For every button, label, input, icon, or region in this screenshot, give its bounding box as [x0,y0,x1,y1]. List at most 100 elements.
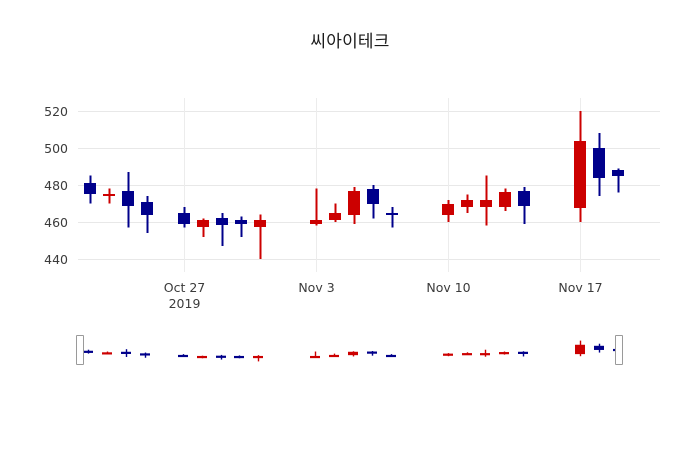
x-tick-label: Oct 27 [164,280,206,295]
mini-candle-body [462,353,472,356]
candlestick[interactable] [329,203,341,223]
mini-candlestick [518,351,528,357]
candlestick[interactable] [442,199,454,223]
mini-candle-body [234,355,244,359]
mini-candle-body [140,353,150,356]
mini-candlestick [310,351,320,359]
candle-body [103,194,115,196]
candle-body [329,213,341,220]
mini-candlestick [462,352,472,356]
candle-body [593,148,605,178]
candlestick[interactable] [310,188,322,226]
candlestick[interactable] [367,185,379,219]
candlestick[interactable] [103,188,115,204]
mini-candlestick [102,351,112,355]
candle-body [122,191,134,206]
candlestick[interactable] [254,214,266,260]
candlestick[interactable] [122,172,134,228]
candlestick[interactable] [84,175,96,204]
candle-body [442,204,454,215]
candle-body [499,192,511,207]
candlestick[interactable] [235,216,247,237]
mini-candlestick [329,353,339,358]
candlestick[interactable] [480,175,492,226]
y-tick-label: 520 [44,104,68,119]
left-range-handle[interactable] [76,335,84,365]
right-range-handle[interactable] [615,335,623,365]
y-tick-label: 500 [44,141,68,156]
candle-body [235,220,247,224]
mini-candle-body [594,345,604,350]
candle-body [348,191,360,215]
range-selector-series[interactable] [83,340,623,362]
candle-body [216,218,228,225]
mini-candle-body [121,351,131,354]
mini-candle-body [386,354,396,358]
mini-candlestick [348,351,358,357]
mini-candlestick [480,349,490,357]
mini-candlestick [140,352,150,358]
candlestick[interactable] [593,133,605,197]
chart-title: 씨아이테크 [310,32,390,52]
y-tick-label: 460 [44,215,68,230]
mini-candlestick [386,354,396,358]
y-tick-label: 440 [44,252,68,267]
mini-candle-body [367,351,377,354]
candlestick[interactable] [461,194,473,213]
candlestick[interactable] [197,218,209,237]
mini-candle-body [499,352,509,355]
candle-body [518,191,530,206]
candle-body [386,213,398,215]
candle-body [367,189,379,204]
mini-candlestick [234,355,244,359]
candlestick[interactable] [178,207,190,228]
range-selector-handles[interactable] [76,335,623,365]
candle-body [461,200,473,207]
mini-candle-body [518,351,528,354]
candle-body [141,202,153,215]
candle-series [84,110,624,260]
mini-candlestick [594,343,604,353]
grid-layer [78,98,660,272]
mini-candle-body [443,353,453,356]
candlestick[interactable] [499,188,511,211]
mini-candle-body [83,350,93,353]
mini-candle-body [575,344,585,355]
candle-body [574,141,586,208]
candle-body [612,170,624,176]
mini-candle-body [348,351,358,356]
x-tick-label: Nov 17 [558,280,602,295]
candle-body [84,183,96,194]
mini-candle-body [102,352,112,355]
x-tick-label: Nov 3 [298,280,334,295]
candle-body [310,220,322,224]
candle-body [480,200,492,207]
candle-body [178,213,190,224]
candle-body [197,220,209,227]
mini-candle-body [197,355,207,359]
candlestick[interactable] [612,168,624,193]
candle-body [254,220,266,227]
mini-candlestick [83,349,93,354]
mini-candlestick [443,353,453,357]
mini-candlestick [499,351,509,355]
mini-candlestick [121,349,131,357]
x-tick-label: Nov 10 [426,280,470,295]
mini-candlestick [197,355,207,359]
mini-candlestick [575,340,585,357]
candlestick[interactable] [574,110,586,223]
y-tick-label: 480 [44,178,68,193]
candlestick[interactable] [141,196,153,234]
candlestick[interactable] [386,207,398,228]
mini-candle-body [178,354,188,358]
mini-candlestick [178,354,188,358]
mini-candlestick [216,354,226,360]
candlestick[interactable] [348,186,360,224]
candlestick[interactable] [518,186,530,224]
candlestick[interactable] [216,212,228,247]
y-axis-tick-labels: 440 460 480 500 520 [44,104,68,267]
mini-candle-body [253,355,263,359]
mini-candle-body [329,354,339,358]
